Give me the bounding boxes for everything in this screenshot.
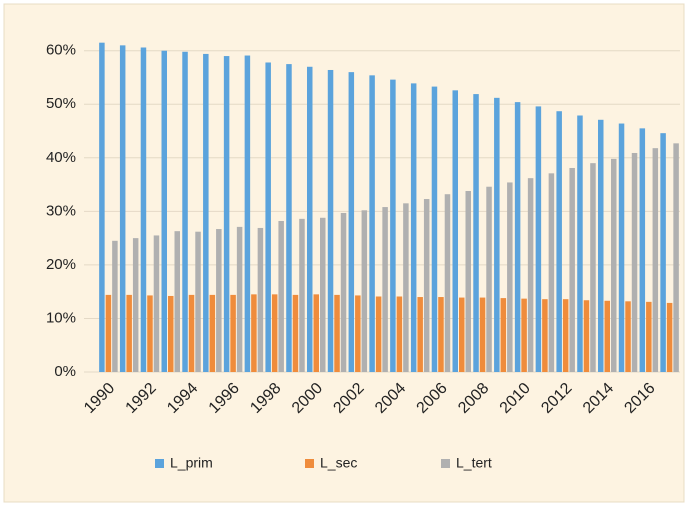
bar: [660, 133, 666, 372]
bar: [569, 167, 575, 372]
bar: [473, 94, 479, 373]
bar: [375, 296, 382, 372]
bar: [431, 86, 438, 372]
bar: [535, 106, 542, 373]
bar: [230, 294, 236, 372]
bar: [140, 47, 147, 373]
y-tick-label: 20%: [46, 256, 76, 273]
bar: [611, 158, 617, 372]
bar: [119, 45, 126, 373]
bar: [299, 218, 305, 372]
bar: [527, 178, 534, 372]
bar: [334, 294, 340, 372]
bar: [403, 203, 409, 372]
y-tick-label: 50%: [46, 95, 76, 112]
bar: [500, 298, 507, 372]
bar: [355, 295, 361, 372]
y-tick-label: 60%: [46, 42, 76, 59]
bar: [348, 72, 355, 373]
bar: [542, 299, 548, 372]
bar: [486, 186, 492, 372]
bar: [444, 194, 451, 372]
bar: [251, 294, 257, 372]
legend-label: L_sec: [320, 455, 357, 471]
bar: [203, 53, 209, 373]
bar: [666, 302, 673, 372]
bar: [105, 294, 112, 372]
y-tick-label: 30%: [46, 202, 76, 219]
bar: [132, 238, 139, 372]
bar: [423, 199, 430, 372]
bar: [562, 299, 569, 372]
bar: [417, 297, 423, 372]
bar: [257, 227, 264, 372]
bar: [271, 294, 278, 372]
bar: [514, 102, 521, 373]
bar: [320, 217, 326, 372]
bar: [99, 42, 105, 372]
bar: [223, 56, 230, 373]
bar: [646, 301, 652, 372]
bar: [652, 148, 659, 372]
legend-label: L_prim: [170, 455, 213, 471]
bar: [521, 298, 527, 372]
bar: [507, 182, 513, 372]
bar: [556, 111, 562, 372]
bar: [286, 64, 292, 372]
bar: [161, 50, 167, 372]
y-tick-label: 0%: [54, 363, 76, 380]
bar: [590, 163, 596, 372]
bar: [604, 300, 610, 372]
bar: [494, 97, 500, 372]
legend-swatch: [155, 459, 164, 468]
bar: [369, 75, 375, 373]
bar: [548, 173, 555, 372]
bar: [195, 231, 201, 372]
y-tick-label: 10%: [46, 309, 76, 326]
legend-swatch: [305, 459, 314, 468]
bar: [410, 83, 417, 372]
bar: [153, 235, 160, 372]
bar: [313, 294, 319, 372]
bar: [438, 297, 444, 372]
bar: [631, 152, 638, 372]
bar: [182, 51, 188, 373]
bar: [327, 69, 334, 373]
bar: [361, 210, 368, 372]
bar: [479, 297, 486, 372]
bar: [147, 295, 153, 372]
bar: [244, 55, 251, 373]
bar: [618, 123, 625, 372]
bar: [292, 294, 299, 372]
bar: [265, 62, 271, 372]
bar: [236, 226, 243, 372]
bar: [673, 143, 679, 372]
bar: [465, 191, 471, 372]
bar: [625, 301, 631, 372]
bar: [340, 212, 347, 372]
bar: [216, 229, 222, 372]
bar: [126, 294, 132, 372]
legend-swatch: [441, 459, 450, 468]
legend-label: L_tert: [456, 455, 492, 471]
bar: [188, 294, 195, 372]
bar: [639, 128, 646, 372]
y-tick-label: 40%: [46, 149, 76, 166]
bar: [577, 115, 583, 372]
bar: [112, 240, 118, 372]
bar: [209, 294, 216, 372]
bar: [452, 90, 458, 373]
bar: [583, 300, 590, 372]
bar: [382, 207, 388, 372]
bar: [168, 295, 174, 372]
bar: [396, 296, 403, 372]
bar: [278, 220, 284, 372]
bar: [390, 79, 396, 373]
bar: [459, 297, 465, 372]
bar: [307, 66, 313, 372]
bar: [598, 119, 604, 372]
bar: [174, 231, 180, 372]
